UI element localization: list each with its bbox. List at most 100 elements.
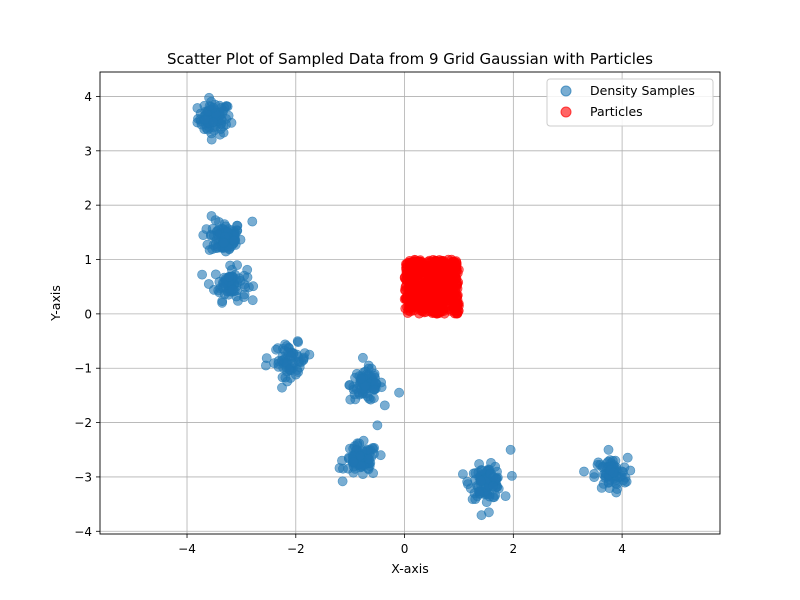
density-sample-point xyxy=(242,264,253,275)
density-sample-point xyxy=(206,211,217,221)
density-sample-point xyxy=(483,507,494,518)
particle-point xyxy=(444,274,455,285)
density-samples-points xyxy=(192,92,636,521)
particle-point xyxy=(432,284,443,295)
density-sample-point xyxy=(247,216,258,227)
y-tick-label: −1 xyxy=(74,362,92,376)
density-sample-point xyxy=(202,239,213,250)
density-sample-point xyxy=(215,124,226,134)
legend-marker-particles xyxy=(560,106,572,118)
density-sample-point xyxy=(620,472,631,483)
density-sample-point xyxy=(229,235,239,246)
density-sample-point xyxy=(364,454,374,465)
density-sample-point xyxy=(357,352,368,363)
x-tick-label: −4 xyxy=(178,542,196,556)
density-sample-point xyxy=(217,282,228,293)
density-sample-point xyxy=(293,367,303,377)
density-sample-point xyxy=(192,103,203,113)
density-sample-point xyxy=(506,470,517,481)
legend-marker-density-samples xyxy=(560,85,572,97)
density-sample-point xyxy=(198,230,209,240)
legend: Density Samples Particles xyxy=(546,78,714,127)
x-axis-label: X-axis xyxy=(391,561,429,576)
legend-label-density-samples: Density Samples xyxy=(590,83,695,98)
density-sample-point xyxy=(227,284,238,295)
legend-box xyxy=(546,78,714,127)
density-sample-point xyxy=(476,476,486,487)
y-tick-label: −4 xyxy=(74,525,92,539)
density-sample-point xyxy=(462,476,473,487)
legend-label-particles: Particles xyxy=(590,104,643,119)
density-sample-point xyxy=(223,271,234,282)
particle-point xyxy=(444,264,454,275)
density-sample-point xyxy=(218,238,229,248)
density-sample-point xyxy=(204,92,214,103)
particle-point xyxy=(452,280,462,291)
x-tick-label: −2 xyxy=(287,542,305,556)
particle-point xyxy=(400,292,411,303)
density-sample-point xyxy=(476,465,487,476)
density-sample-point xyxy=(612,484,622,494)
y-tick-label: 2 xyxy=(84,199,92,213)
x-tick-label: 0 xyxy=(401,542,409,556)
particle-point xyxy=(453,305,464,316)
x-tick-label: 2 xyxy=(510,542,518,556)
particle-point xyxy=(415,267,426,278)
density-sample-point xyxy=(240,282,251,293)
density-sample-point xyxy=(343,463,354,474)
density-sample-point xyxy=(226,117,237,128)
density-sample-point xyxy=(248,281,259,292)
y-tick-label: 3 xyxy=(84,144,92,158)
density-sample-point xyxy=(337,455,347,466)
density-sample-point xyxy=(200,114,210,125)
density-sample-point xyxy=(457,469,468,479)
density-sample-point xyxy=(284,364,294,375)
density-sample-point xyxy=(379,400,390,411)
density-sample-point xyxy=(260,360,271,371)
density-sample-point xyxy=(211,243,221,253)
density-sample-point xyxy=(505,444,516,455)
chart-title: Scatter Plot of Sampled Data from 9 Grid… xyxy=(167,50,653,68)
density-sample-point xyxy=(204,101,215,111)
particle-point xyxy=(414,308,425,319)
density-sample-point xyxy=(358,435,369,446)
density-sample-point xyxy=(232,220,242,231)
density-sample-point xyxy=(372,420,383,431)
density-sample-point xyxy=(210,269,221,280)
density-sample-point xyxy=(500,491,511,501)
density-sample-point xyxy=(622,452,633,463)
density-sample-point xyxy=(488,492,498,503)
particle-point xyxy=(427,300,438,310)
density-sample-point xyxy=(369,368,380,379)
density-sample-point xyxy=(474,486,485,497)
x-axis-ticks: −4 −2 0 2 4 xyxy=(178,534,626,556)
density-sample-point xyxy=(597,462,608,473)
particle-point xyxy=(445,295,456,306)
y-axis-label: Y-axis xyxy=(48,285,63,322)
x-tick-label: 4 xyxy=(618,542,626,556)
particle-point xyxy=(403,281,414,292)
density-sample-point xyxy=(286,351,296,361)
particles-points xyxy=(399,254,464,319)
density-sample-point xyxy=(369,384,380,395)
density-sample-point xyxy=(394,387,404,398)
y-tick-label: −3 xyxy=(74,470,92,484)
density-sample-point xyxy=(217,297,227,308)
particle-point xyxy=(404,255,415,266)
density-sample-point xyxy=(589,472,600,482)
density-sample-point xyxy=(368,393,379,403)
plot-frame xyxy=(99,71,721,535)
density-sample-point xyxy=(304,349,315,360)
density-sample-point xyxy=(619,462,630,473)
density-sample-point xyxy=(608,467,619,478)
density-sample-point xyxy=(203,279,214,289)
y-tick-label: 4 xyxy=(84,90,92,104)
y-tick-label: 0 xyxy=(84,307,92,321)
density-sample-point xyxy=(337,476,348,487)
density-sample-point xyxy=(603,444,614,455)
density-sample-point xyxy=(273,356,284,366)
density-sample-point xyxy=(356,460,367,471)
density-sample-point xyxy=(293,337,303,348)
particle-point xyxy=(429,274,440,285)
density-sample-point xyxy=(360,381,371,391)
